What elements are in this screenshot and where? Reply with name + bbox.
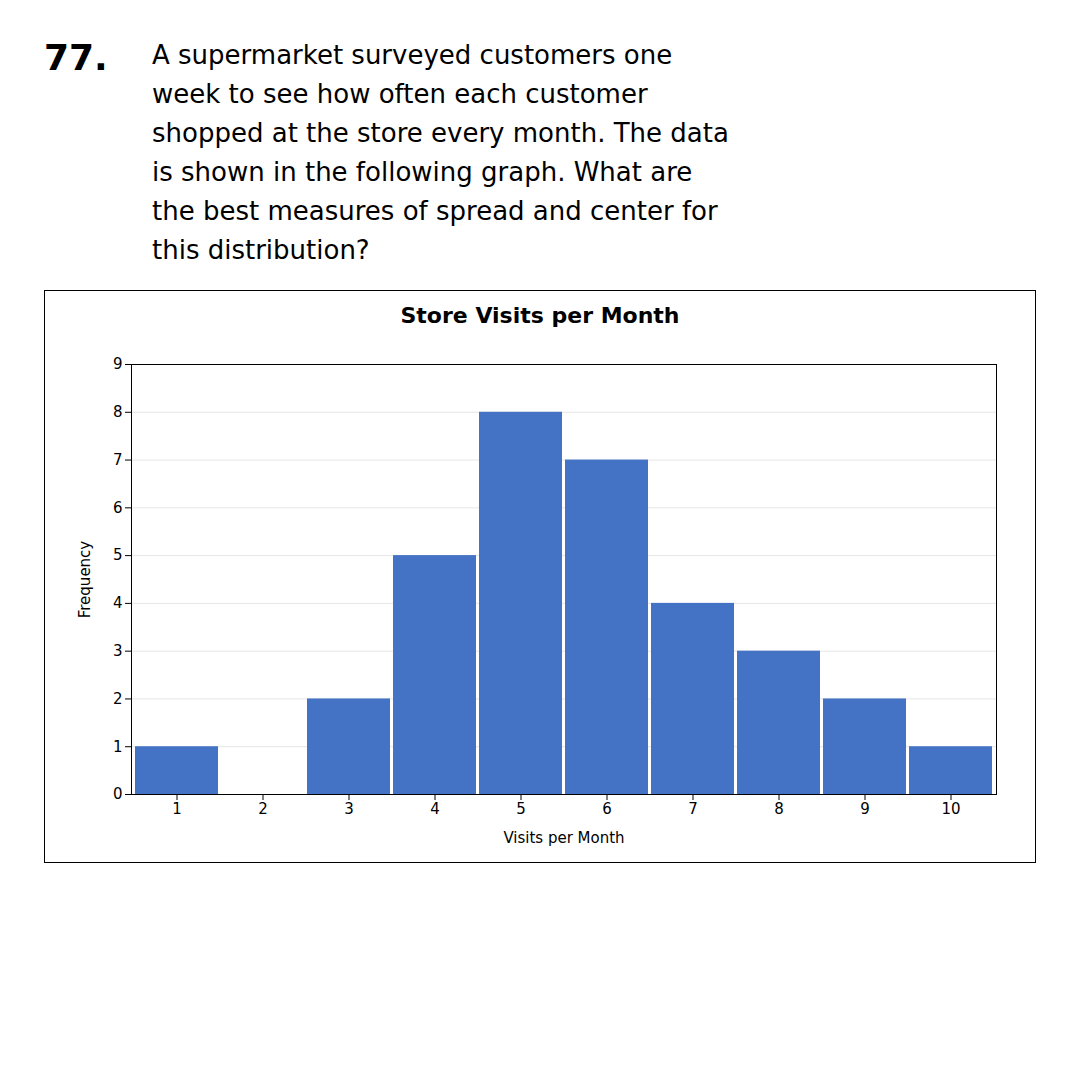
- html-text:A supermarket surveyed custome: A supermarket surveyed customers one: [152, 40, 673, 70]
- svg-text:4: 4: [113, 594, 123, 612]
- svg-text:4: 4: [430, 800, 440, 818]
- svg-text:7: 7: [688, 800, 698, 818]
- svg-text:Visits per Month: Visits per Month: [503, 829, 624, 847]
- svg-text:8: 8: [774, 800, 784, 818]
- svg-text:10: 10: [941, 800, 960, 818]
- svg-text:9: 9: [113, 355, 123, 373]
- svg-text:8: 8: [113, 403, 123, 421]
- svg-text:6: 6: [113, 499, 123, 517]
- html-text:shopped at the store every mon: shopped at the store every month. The da…: [152, 118, 729, 148]
- html-text:the best measures of spread an: the best measures of spread and center f…: [152, 196, 718, 226]
- svg-text:Frequency: Frequency: [76, 541, 94, 619]
- svg-text:1: 1: [172, 800, 182, 818]
- svg-text:5: 5: [516, 800, 526, 818]
- svg-text:5: 5: [113, 546, 123, 564]
- svg-text:0: 0: [113, 785, 123, 803]
- svg-text:1: 1: [113, 738, 123, 756]
- html-text:is shown in the following grap: is shown in the following graph. What ar…: [152, 157, 693, 187]
- html-text:this distribution?: this distribution?: [152, 235, 370, 265]
- html-text:Store Visits per Month: Store Visits per Month: [400, 303, 680, 328]
- svg-text:6: 6: [602, 800, 612, 818]
- html-text:week to see how often each cus: week to see how often each customer: [152, 79, 648, 109]
- svg-text:9: 9: [860, 800, 870, 818]
- svg-text:3: 3: [113, 642, 123, 660]
- svg-text:2: 2: [258, 800, 268, 818]
- svg-text:2: 2: [113, 690, 123, 708]
- svg-text:3: 3: [344, 800, 354, 818]
- svg-text:7: 7: [113, 451, 123, 469]
- html-text:77.: 77.: [44, 37, 108, 78]
